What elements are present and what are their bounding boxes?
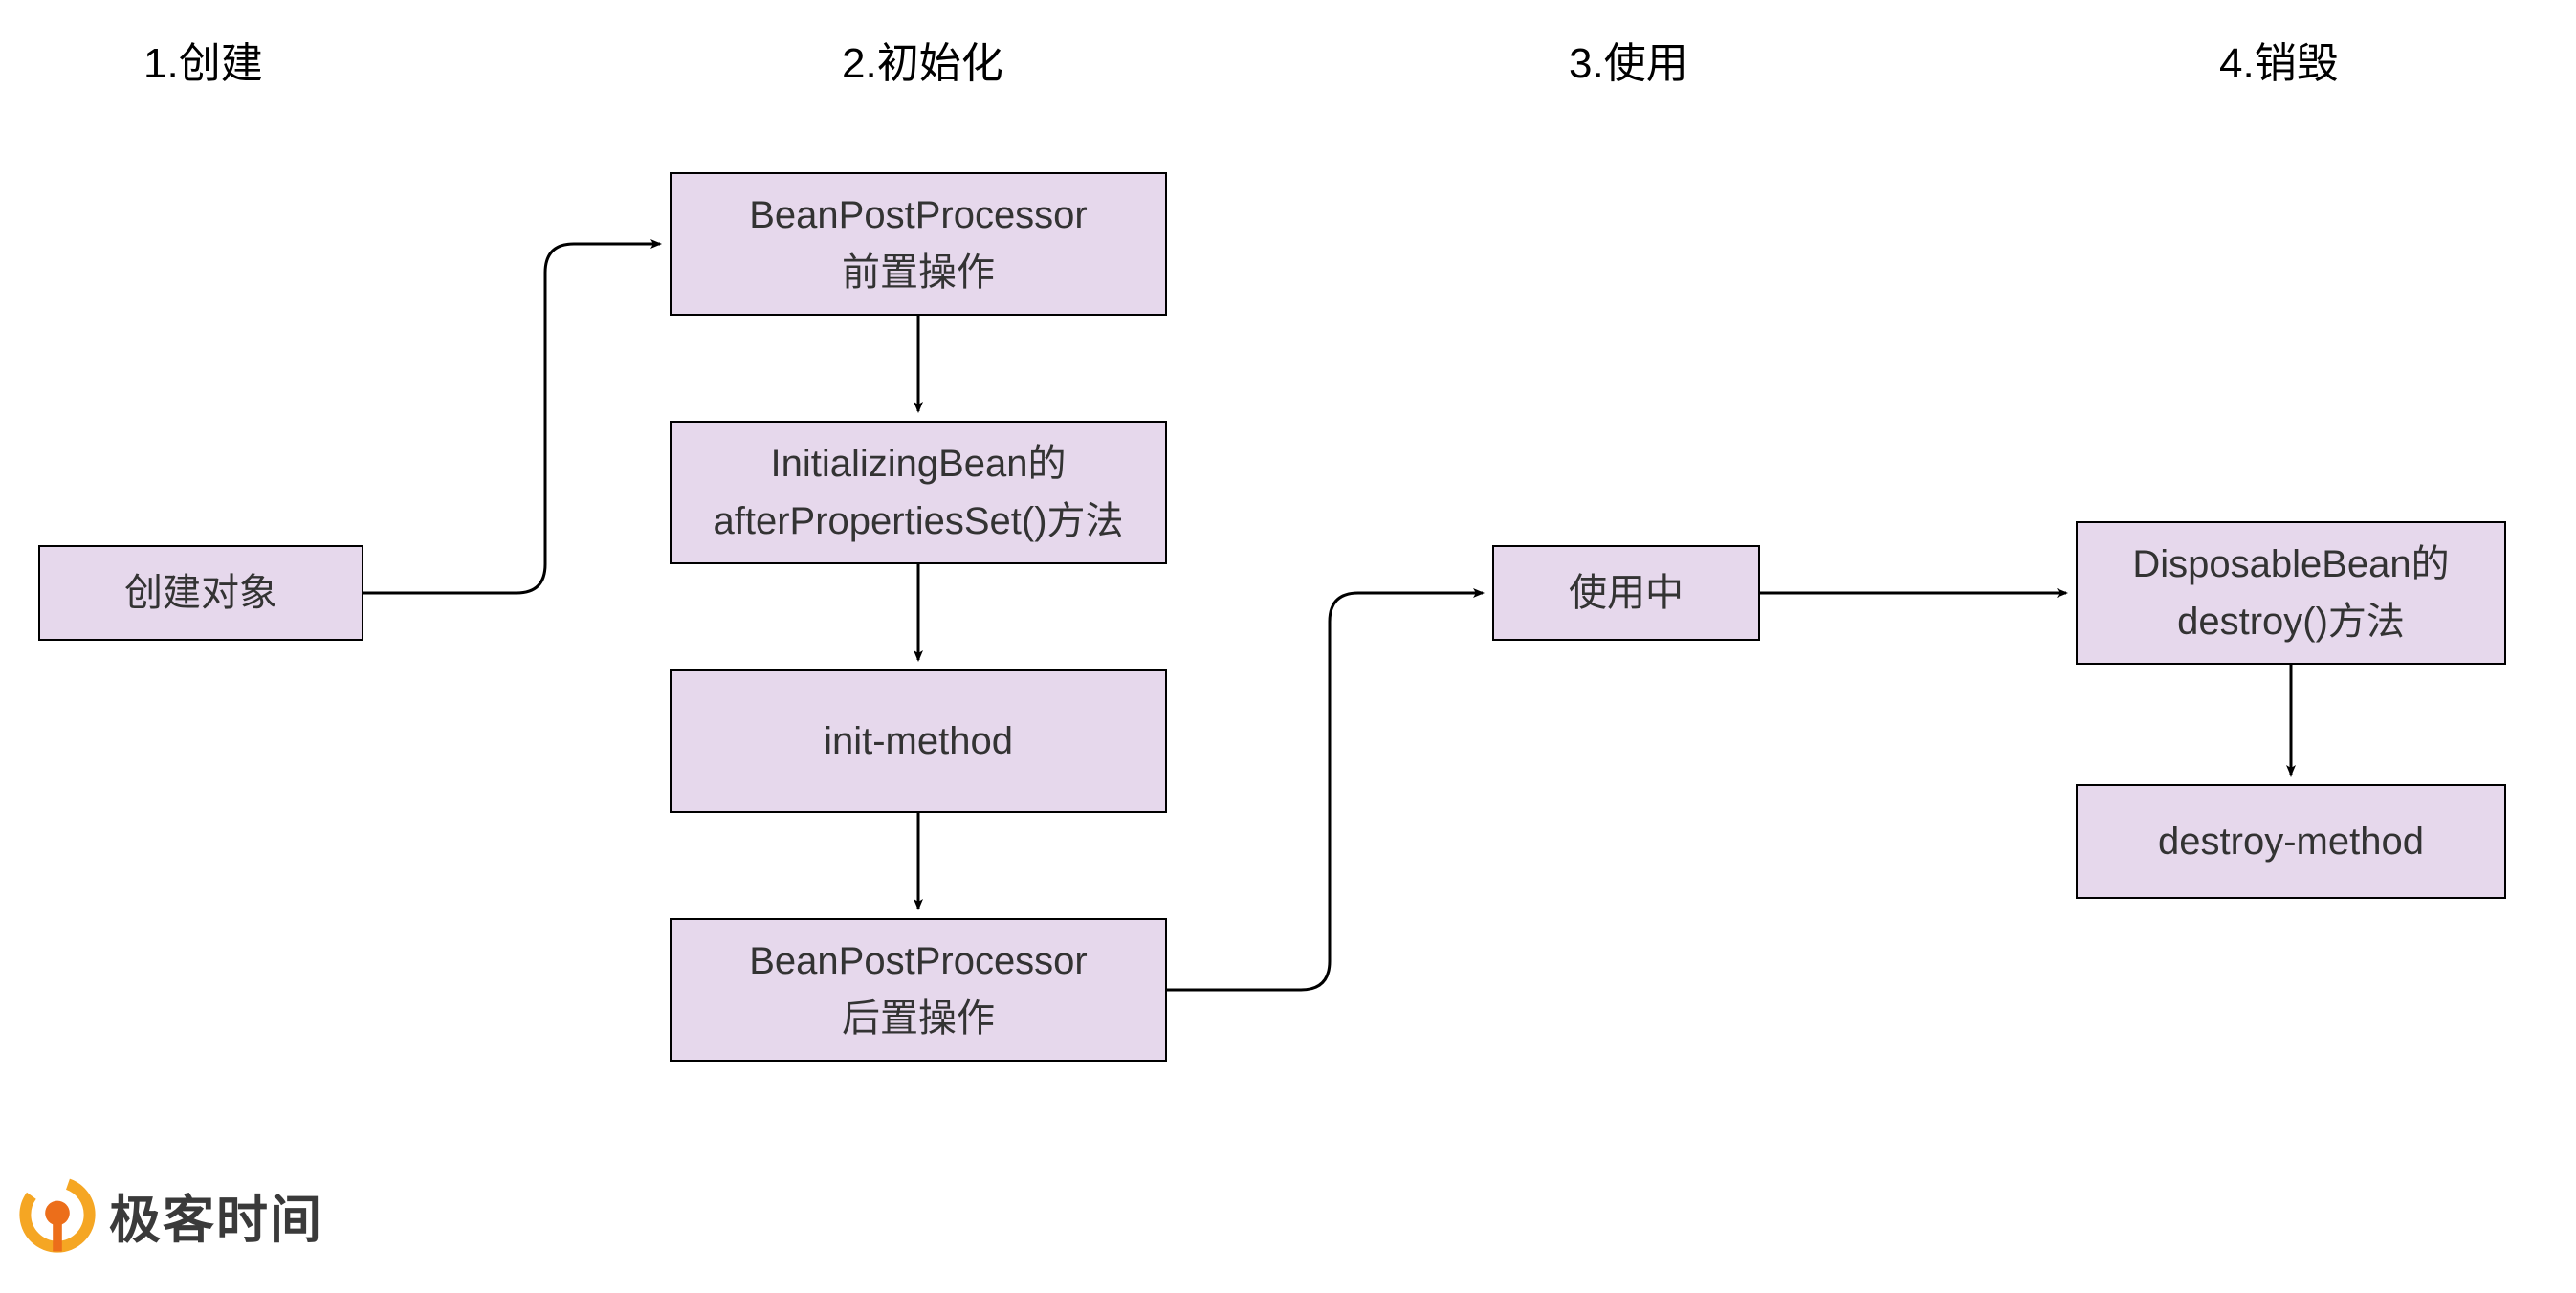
node-text-line: InitializingBean的	[770, 435, 1066, 493]
node-text-line: destroy()方法	[2177, 593, 2405, 650]
node-text-line: init-method	[824, 712, 1013, 770]
flowchart-node: InitializingBean的afterPropertiesSet()方法	[670, 421, 1167, 564]
flowchart-node: destroy-method	[2076, 784, 2506, 899]
flowchart-node: DisposableBean的destroy()方法	[2076, 521, 2506, 665]
flowchart-node: init-method	[670, 669, 1167, 813]
flowchart-edge	[363, 244, 660, 593]
flowchart-node: BeanPostProcessor前置操作	[670, 172, 1167, 316]
phase-label: 4.销毁	[2219, 29, 2339, 90]
node-text-line: 使用中	[1569, 564, 1684, 622]
phase-label: 2.初始化	[842, 29, 1003, 90]
flowchart-node: BeanPostProcessor后置操作	[670, 918, 1167, 1062]
flowchart-node: 使用中	[1492, 545, 1760, 641]
phase-label: 3.使用	[1569, 29, 1688, 90]
flowchart-node: 创建对象	[38, 545, 363, 641]
flowchart-edge	[1167, 593, 1483, 990]
logo-text: 极客时间	[109, 1177, 323, 1253]
logo: 极客时间	[19, 1176, 323, 1253]
node-text-line: BeanPostProcessor	[749, 932, 1088, 990]
node-text-line: DisposableBean的	[2132, 536, 2449, 593]
logo-icon	[19, 1176, 96, 1253]
flowchart-canvas: 极客时间 1.创建 2.初始化 3.使用 4.销毁创建对象 BeanPostProces…	[0, 0, 2576, 1293]
node-text-line: 创建对象	[124, 564, 277, 622]
node-text-line: 后置操作	[842, 990, 995, 1047]
node-text-line: 前置操作	[842, 244, 995, 301]
node-text-line: BeanPostProcessor	[749, 186, 1088, 244]
node-text-line: afterPropertiesSet()方法	[713, 493, 1123, 550]
node-text-line: destroy-method	[2158, 813, 2424, 870]
phase-label: 1.创建	[143, 29, 263, 90]
